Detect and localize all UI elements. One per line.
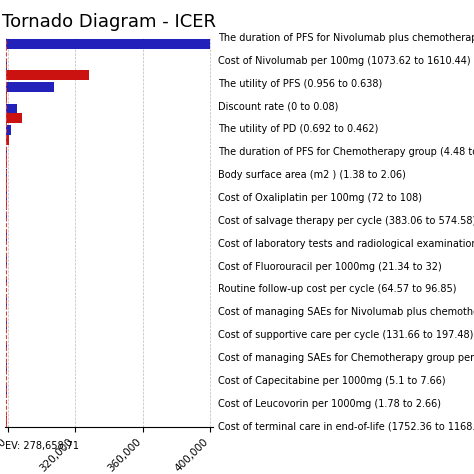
Bar: [6, 384, 7, 394]
Bar: [6, 104, 17, 113]
Bar: [6, 190, 7, 200]
Bar: [6, 147, 7, 157]
Text: Cost of laboratory tests and radiological examinations (11: Cost of laboratory tests and radiologica…: [218, 239, 474, 249]
Bar: [6, 157, 7, 166]
Bar: [6, 276, 7, 286]
Bar: [6, 70, 89, 80]
Bar: [6, 298, 7, 308]
Text: Cost of Capecitabine per 1000mg (5.1 to 7.66): Cost of Capecitabine per 1000mg (5.1 to …: [218, 376, 446, 386]
Bar: [6, 61, 7, 70]
Text: Cost of Oxaliplatin per 100mg (72 to 108): Cost of Oxaliplatin per 100mg (72 to 108…: [218, 193, 422, 203]
Text: Body surface area (m2 ) (1.38 to 2.06): Body surface area (m2 ) (1.38 to 2.06): [218, 170, 406, 180]
Bar: [6, 135, 9, 145]
Bar: [6, 363, 7, 373]
Bar: [6, 341, 7, 351]
Bar: [6, 178, 7, 188]
Bar: [6, 92, 7, 101]
Text: Cost of supportive care per cycle (131.66 to 197.48): Cost of supportive care per cycle (131.6…: [218, 330, 474, 340]
Bar: [6, 113, 21, 123]
Text: EV: 278,658.71: EV: 278,658.71: [5, 441, 79, 451]
Text: Cost of Fluorouracil per 1000mg (21.34 to 32): Cost of Fluorouracil per 1000mg (21.34 t…: [218, 262, 442, 272]
Bar: [6, 416, 7, 426]
Bar: [6, 308, 7, 318]
Bar: [6, 169, 7, 178]
Bar: [6, 233, 7, 243]
Bar: [6, 221, 7, 231]
Text: Cost of salvage therapy per cycle (383.06 to 574.58): Cost of salvage therapy per cycle (383.0…: [218, 216, 474, 226]
Bar: [6, 243, 7, 253]
Text: The duration of PFS for Nivolumab plus chemotherapy g: The duration of PFS for Nivolumab plus c…: [218, 33, 474, 43]
Bar: [6, 373, 7, 383]
Bar: [6, 320, 7, 329]
Bar: [6, 82, 54, 92]
Text: The utility of PD (0.692 to 0.462): The utility of PD (0.692 to 0.462): [218, 124, 378, 134]
Text: Cost of terminal care in end-of-life (1752.36 to 1168.24): Cost of terminal care in end-of-life (17…: [218, 421, 474, 432]
Bar: [6, 264, 7, 274]
Text: Cost of Leucovorin per 1000mg (1.78 to 2.66): Cost of Leucovorin per 1000mg (1.78 to 2…: [218, 399, 441, 409]
Bar: [6, 255, 7, 264]
Text: The utility of PFS (0.956 to 0.638): The utility of PFS (0.956 to 0.638): [218, 79, 383, 89]
Bar: [6, 200, 7, 210]
Text: Routine follow-up cost per cycle (64.57 to 96.85): Routine follow-up cost per cycle (64.57 …: [218, 284, 456, 294]
Bar: [6, 329, 7, 339]
Text: Cost of managing SAEs for Nivolumab plus chemotherap: Cost of managing SAEs for Nivolumab plus…: [218, 307, 474, 317]
Text: Cost of managing SAEs for Chemotherapy group per cyc: Cost of managing SAEs for Chemotherapy g…: [218, 353, 474, 363]
Bar: [6, 212, 7, 221]
Text: The duration of PFS for Chemotherapy group (4.48 to 6.7: The duration of PFS for Chemotherapy gro…: [218, 147, 474, 157]
Text: Discount rate (0 to 0.08): Discount rate (0 to 0.08): [218, 101, 338, 111]
Bar: [6, 351, 7, 361]
Title: Tornado Diagram - ICER: Tornado Diagram - ICER: [2, 13, 216, 31]
Bar: [6, 286, 7, 296]
Bar: [6, 126, 11, 135]
Bar: [6, 39, 210, 49]
Text: Cost of Nivolumab per 100mg (1073.62 to 1610.44): Cost of Nivolumab per 100mg (1073.62 to …: [218, 56, 471, 66]
